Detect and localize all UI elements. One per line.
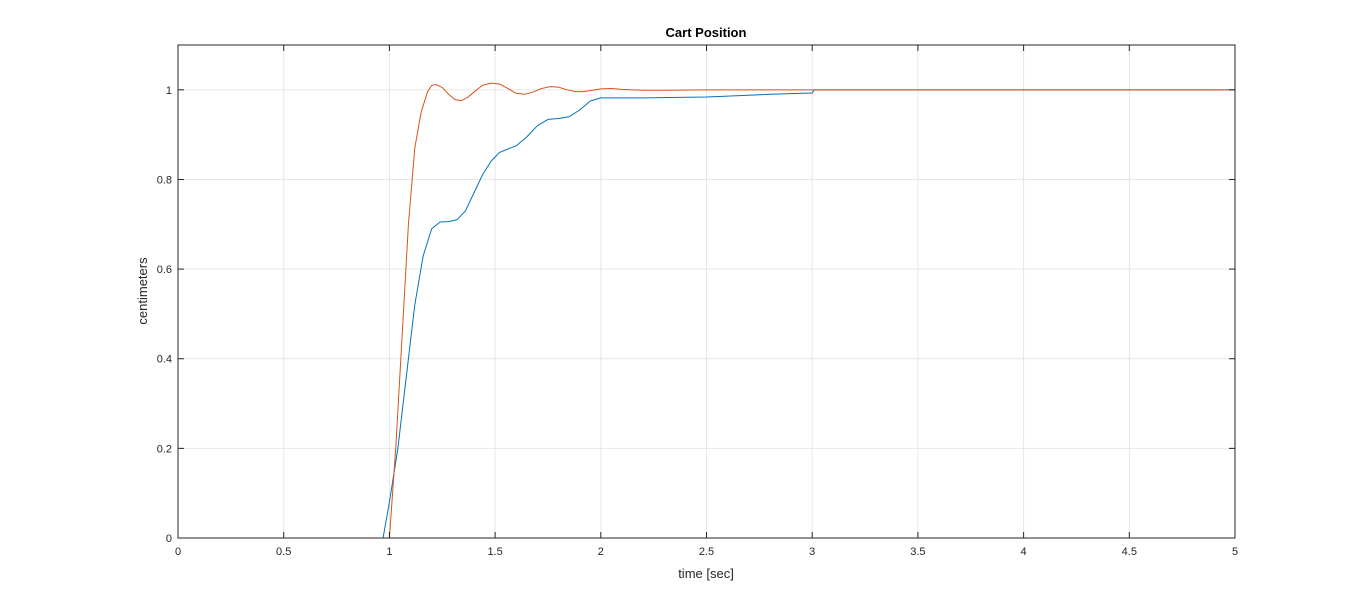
y-tick-label: 0.8 bbox=[157, 174, 172, 186]
x-tick-label: 5 bbox=[1232, 546, 1238, 558]
chart-title: Cart Position bbox=[666, 25, 747, 40]
x-tick-label: 0 bbox=[175, 546, 181, 558]
x-axis-label: time [sec] bbox=[678, 566, 734, 581]
x-tick-label: 2.5 bbox=[699, 546, 714, 558]
x-tick-label: 4 bbox=[1021, 546, 1027, 558]
x-tick-label: 4.5 bbox=[1122, 546, 1137, 558]
x-tick-label: 3 bbox=[809, 546, 815, 558]
series-line-1 bbox=[178, 89, 1235, 539]
y-tick-label: 1 bbox=[166, 85, 172, 97]
x-tick-label: 0.5 bbox=[276, 546, 291, 558]
x-tick-label: 2 bbox=[598, 546, 604, 558]
ticks bbox=[177, 45, 1236, 539]
y-axis-label: centimeters bbox=[135, 257, 150, 325]
y-tick-label: 0.2 bbox=[157, 443, 172, 455]
tick-labels: 0 0.5 1 1.5 2 2.5 3 3.5 4 4.5 5 0 0.2 0.4 0.6 0.8 1 bbox=[157, 85, 1238, 558]
y-tick-label: 0 bbox=[166, 533, 172, 545]
x-tick-label: 1.5 bbox=[487, 546, 502, 558]
series-layer bbox=[178, 82, 1235, 539]
x-tick-label: 1 bbox=[386, 546, 392, 558]
series-line-2 bbox=[178, 82, 1235, 539]
y-tick-label: 0.4 bbox=[157, 354, 172, 366]
x-tick-label: 3.5 bbox=[910, 546, 925, 558]
y-tick-label: 0.6 bbox=[157, 264, 172, 276]
